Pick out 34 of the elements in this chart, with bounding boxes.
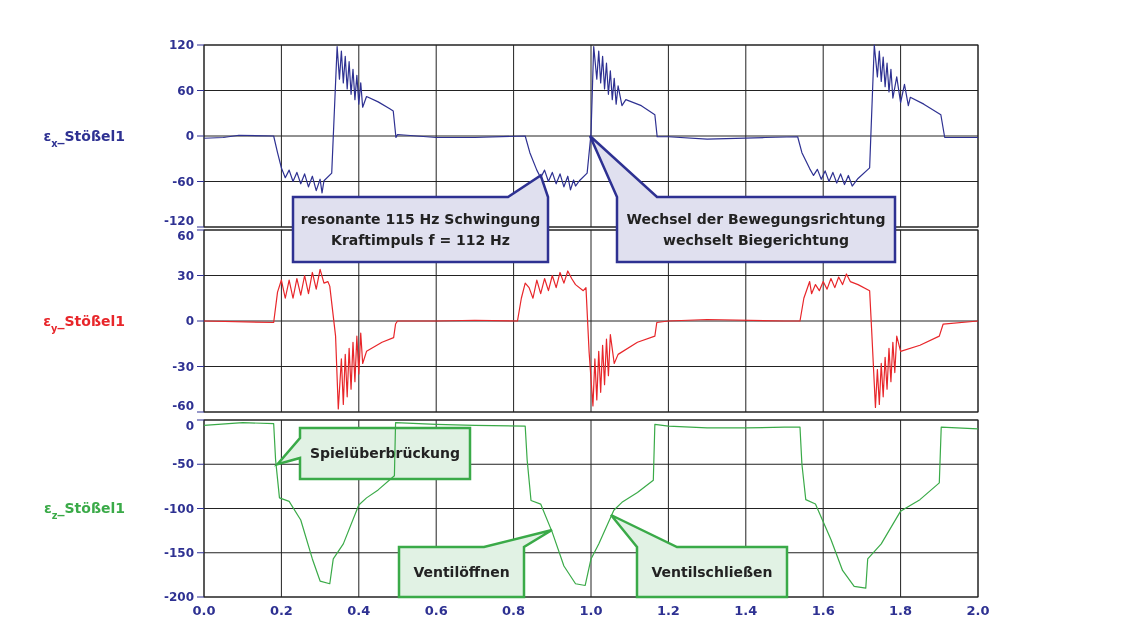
y-tick-label: -50: [172, 457, 194, 472]
annotation: resonante 115 Hz Schwingung Kraftimpuls f = 112 Hz: [300, 210, 541, 248]
y-axis-title: ε$_{z}$_Stößel1: [44, 500, 125, 521]
x-tick-label: 0.0: [192, 603, 216, 618]
y-tick-label: 120: [168, 38, 194, 53]
x-tick-label: 1.2: [656, 603, 680, 618]
x-tick-label: 1.8: [889, 603, 913, 618]
x-tick-label: 1.0: [579, 603, 603, 618]
y-tick-label: -60: [172, 399, 194, 414]
y-tick-label: 60: [177, 83, 194, 98]
annotation: Wechsel der Bewegungsrichtung wechselt Biegerichtung: [626, 210, 886, 248]
y-tick-label: -200: [163, 590, 194, 605]
x-tick-label: 1.6: [811, 603, 835, 618]
y-tick-label: 0: [185, 419, 194, 434]
x-tick-label: 0.2: [269, 603, 293, 618]
y-tick-label: -120: [163, 214, 194, 229]
x-tick-label: 1.4: [734, 603, 758, 618]
y-tick-label: -100: [163, 501, 194, 516]
annotation: Ventilöffnen: [413, 563, 510, 580]
y-tick-label: 0: [185, 314, 194, 329]
x-tick-label: 0.6: [424, 603, 448, 618]
y-tick-label: 60: [177, 229, 194, 244]
y-axis-title: ε$_{y}$_Stößel1: [43, 312, 125, 334]
annotation: Ventilschließen: [651, 563, 773, 580]
y-tick-label: 0: [185, 129, 194, 144]
x-tick-label: 0.8: [502, 603, 526, 618]
y-axis-title: ε$_{x}$_Stößel1: [43, 127, 125, 149]
y-tick-label: -150: [163, 545, 194, 560]
y-tick-label: -60: [172, 174, 194, 189]
y-tick-label: -30: [172, 359, 194, 374]
x-tick-label: 0.4: [347, 603, 371, 618]
x-tick-label: 2.0: [966, 603, 990, 618]
annotation: Spielüberbrückung: [309, 445, 461, 462]
y-tick-label: 30: [177, 268, 194, 283]
